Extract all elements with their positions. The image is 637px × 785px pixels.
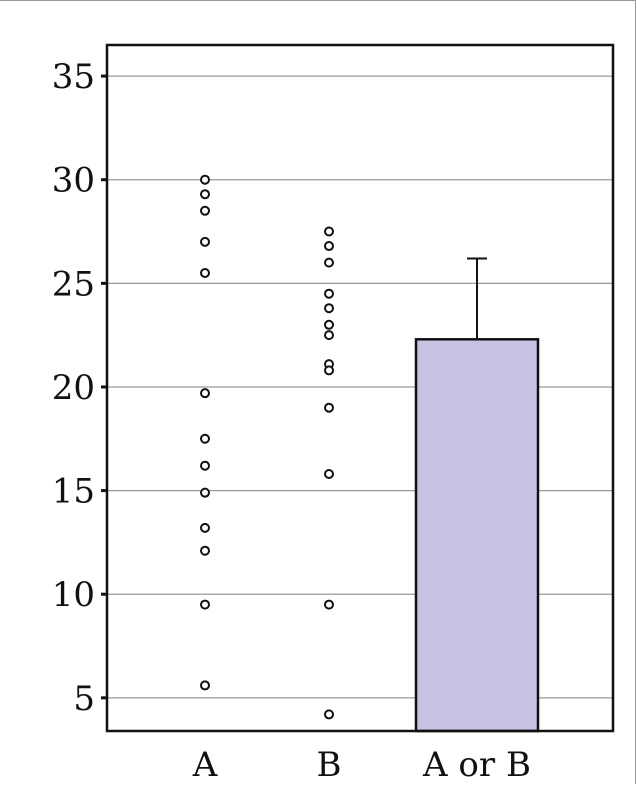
- data-point: [200, 487, 210, 498]
- data-point: [200, 460, 210, 471]
- data-point: [200, 236, 210, 247]
- data-point: [200, 205, 210, 216]
- bar: [414, 338, 540, 733]
- data-point: [324, 402, 334, 413]
- data-point: [200, 599, 210, 610]
- x-axis: A B A or B: [192, 745, 531, 785]
- x-category-label: A: [192, 745, 218, 785]
- data-point: [324, 241, 334, 252]
- data-point: [324, 257, 334, 268]
- data-point: [324, 303, 334, 314]
- data-point: [200, 388, 210, 399]
- data-point: [200, 522, 210, 533]
- x-category-label: A or B: [422, 745, 531, 785]
- data-point: [200, 433, 210, 444]
- data-point: [324, 288, 334, 299]
- data-point: [324, 599, 334, 610]
- y-tick-label: 25: [52, 264, 95, 304]
- data-point: [324, 709, 334, 720]
- data-point: [324, 226, 334, 237]
- data-marks: [200, 174, 540, 733]
- y-tick-label: 10: [52, 575, 95, 615]
- data-point: [200, 680, 210, 691]
- x-category-label: B: [317, 745, 342, 785]
- y-tick-label: 5: [73, 679, 95, 719]
- y-tick-label: 30: [52, 161, 95, 201]
- data-point: [200, 174, 210, 185]
- y-tick-label: 20: [52, 368, 95, 408]
- data-point: [200, 545, 210, 556]
- data-point: [324, 469, 334, 480]
- data-point: [324, 330, 334, 341]
- y-tick-label: 35: [52, 57, 95, 97]
- data-point: [324, 365, 334, 376]
- y-tick-label: 15: [52, 472, 95, 512]
- data-point: [324, 319, 334, 330]
- y-axis: 5 10 15 20 25 30 35: [52, 57, 107, 719]
- data-point: [200, 267, 210, 278]
- data-point: [200, 189, 210, 200]
